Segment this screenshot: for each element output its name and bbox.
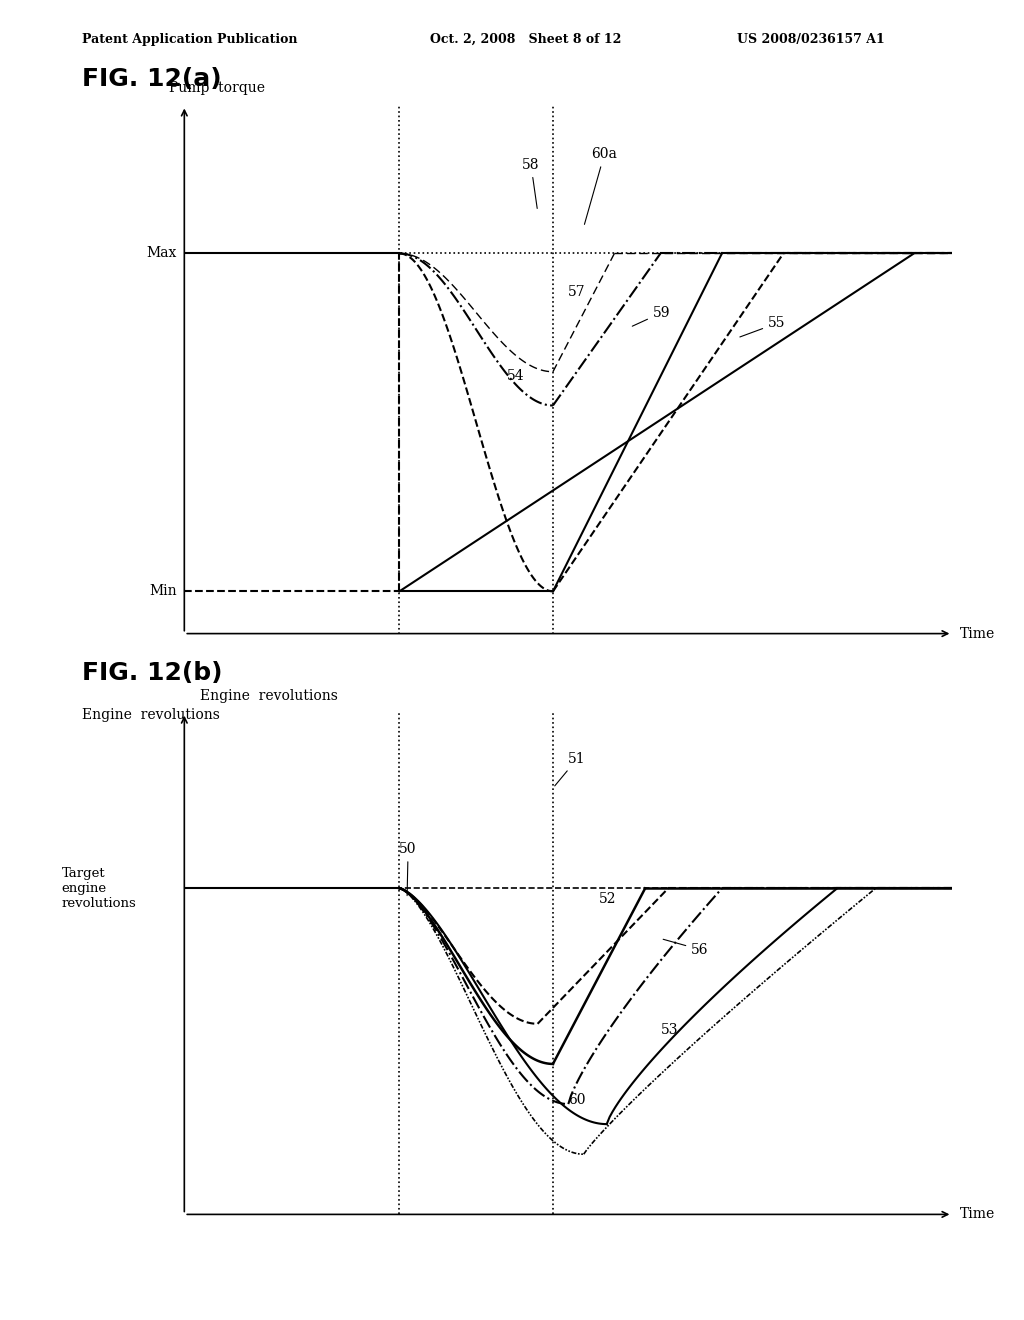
Text: Engine  revolutions: Engine revolutions [82,709,220,722]
Text: Max: Max [146,247,176,260]
Text: 51: 51 [555,752,586,785]
Text: Time: Time [961,627,995,640]
Text: Oct. 2, 2008   Sheet 8 of 12: Oct. 2, 2008 Sheet 8 of 12 [430,33,622,46]
Text: Pump  torque: Pump torque [169,81,265,95]
Text: Min: Min [150,585,176,598]
Text: 57: 57 [568,285,586,298]
Text: 56: 56 [664,940,709,957]
Text: FIG. 12(a): FIG. 12(a) [82,67,221,91]
Text: 60a: 60a [585,148,617,224]
Text: Patent Application Publication: Patent Application Publication [82,33,297,46]
Text: 58: 58 [522,158,540,209]
Text: US 2008/0236157 A1: US 2008/0236157 A1 [737,33,885,46]
Text: 60: 60 [568,1093,586,1107]
Text: 55: 55 [740,317,785,337]
Text: Engine  revolutions: Engine revolutions [200,689,338,702]
Text: 54: 54 [507,370,524,383]
Text: 53: 53 [660,1023,678,1036]
Text: Time: Time [961,1208,995,1221]
Text: Target
engine
revolutions: Target engine revolutions [61,867,136,909]
Text: 52: 52 [599,892,616,907]
Text: FIG. 12(b): FIG. 12(b) [82,661,222,685]
Text: 50: 50 [399,842,417,895]
Text: 59: 59 [632,306,671,326]
